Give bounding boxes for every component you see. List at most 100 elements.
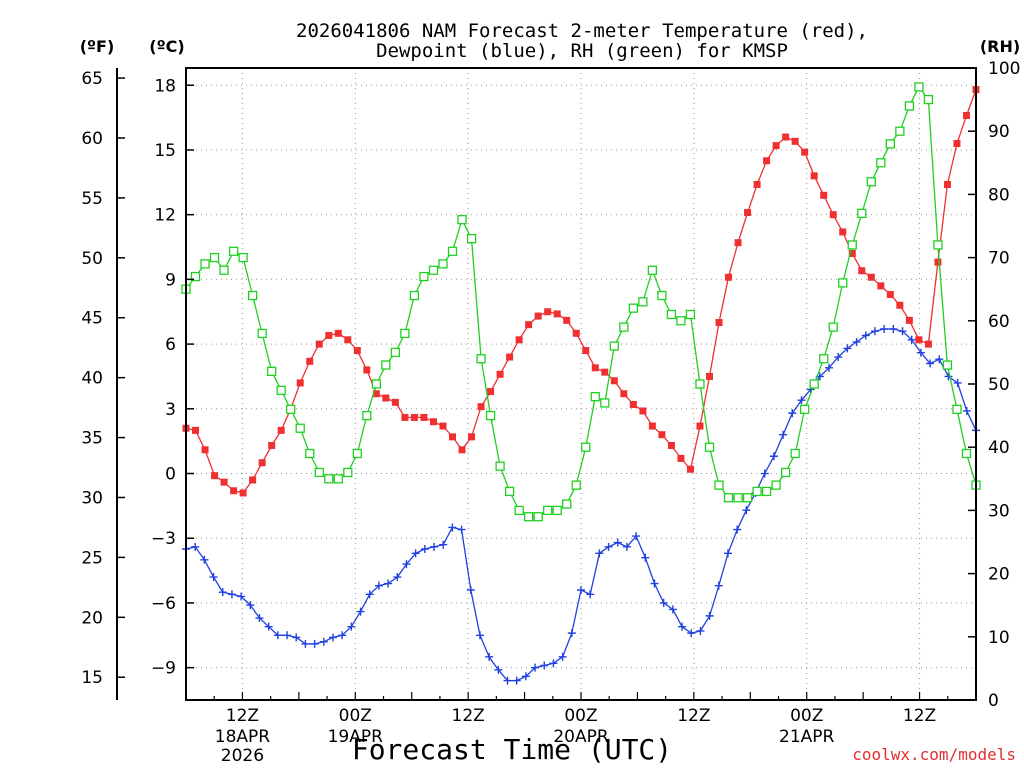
- dewpoint-point: [687, 629, 696, 638]
- temperature-point: [915, 336, 923, 344]
- rh-tick-label: 90: [988, 122, 1010, 142]
- series-layer: [181, 82, 981, 685]
- rh-point: [895, 126, 905, 136]
- temperature-point: [258, 459, 266, 467]
- celsius-unit-label: (ºC): [149, 37, 184, 56]
- dewpoint-point: [301, 639, 310, 648]
- temperature-point: [372, 390, 380, 398]
- rh-point: [400, 328, 410, 339]
- temperature-point: [848, 250, 856, 258]
- temperature-point: [744, 209, 752, 217]
- temperature-point: [601, 368, 609, 376]
- dewpoint-point: [953, 378, 962, 387]
- dewpoint-point: [870, 327, 879, 336]
- dewpoint-point: [402, 560, 411, 569]
- rh-point: [514, 505, 524, 516]
- rh-tick-label: 20: [988, 565, 1010, 585]
- rh-point: [476, 354, 486, 364]
- temperature-point: [924, 340, 932, 348]
- temperature-point: [306, 357, 314, 365]
- dewpoint-point: [723, 549, 732, 558]
- dewpoint-point: [227, 590, 236, 599]
- temperature-point: [325, 331, 333, 339]
- temperature-point: [201, 446, 209, 454]
- temperature-point: [525, 321, 533, 329]
- temperature-point: [715, 319, 723, 327]
- temperature-point: [905, 316, 913, 324]
- dewpoint-point: [962, 406, 971, 415]
- temperature-point: [705, 372, 713, 380]
- dewpoint-point: [292, 633, 301, 642]
- temperature-point: [610, 377, 618, 385]
- dewpoint-point: [577, 585, 585, 594]
- rh-point: [371, 379, 382, 389]
- rh-point: [904, 101, 915, 111]
- rh-tick-label: 70: [988, 249, 1010, 269]
- rh-point: [200, 259, 210, 269]
- rh-point: [314, 467, 324, 478]
- rh-point: [657, 290, 667, 301]
- dewpoint-point: [926, 359, 935, 368]
- dewpoint-point: [356, 607, 365, 616]
- rh-point: [228, 246, 239, 256]
- dewpoint-point: [319, 637, 328, 646]
- rh-point: [267, 366, 277, 377]
- temperature-point: [753, 180, 761, 188]
- temperature-point: [439, 422, 447, 430]
- temperature-point: [449, 433, 457, 441]
- dewpoint-point: [705, 611, 714, 620]
- grid: [186, 68, 976, 700]
- rh-point: [752, 486, 762, 497]
- temperature-point: [458, 446, 466, 454]
- fahrenheit-tick-label: 65: [81, 69, 103, 89]
- x-tick-label: 12Z: [452, 706, 485, 726]
- temperature-point: [639, 407, 647, 415]
- rh-point: [485, 410, 496, 421]
- rh-point: [723, 493, 734, 503]
- rh-point: [247, 290, 258, 301]
- temperature-point: [591, 364, 599, 372]
- rh-tick-label: 40: [988, 438, 1010, 458]
- dewpoint-point: [760, 469, 769, 478]
- dewpoint-point: [191, 542, 200, 551]
- dewpoint-point: [420, 545, 429, 554]
- rh-point: [562, 499, 572, 509]
- temperature-point: [620, 390, 628, 398]
- plot-frame: [185, 67, 977, 701]
- temperature-point: [582, 347, 590, 355]
- rh-point: [609, 341, 619, 351]
- dewpoint-point: [622, 542, 631, 551]
- dewpoint-point: [898, 327, 907, 336]
- fahrenheit-tick-label: 15: [81, 668, 103, 688]
- fahrenheit-tick-label: 30: [81, 488, 103, 508]
- dewpoint-point: [200, 555, 209, 564]
- temperature-point: [839, 228, 847, 236]
- rh-point: [942, 360, 953, 370]
- dewpoint-point: [604, 542, 613, 551]
- temperature-point: [772, 142, 780, 150]
- rh-point: [704, 442, 715, 452]
- celsius-tick-label: −6: [151, 594, 176, 614]
- rh-point: [638, 297, 648, 307]
- dewpoint-point: [540, 661, 549, 670]
- rh-point: [362, 410, 372, 421]
- temperature-point: [667, 441, 675, 449]
- celsius-tick-label: 18: [154, 76, 176, 96]
- temperature-point: [563, 316, 571, 324]
- rh-point: [581, 442, 591, 452]
- dewpoint-point: [769, 452, 778, 461]
- chart-title-line-1: 2026041806 NAM Forecast 2-meter Temperat…: [296, 20, 868, 42]
- x-tick-label: 12Z: [226, 706, 259, 726]
- rh-point: [457, 215, 467, 225]
- temperature-point: [544, 308, 552, 316]
- rh-point: [276, 385, 286, 395]
- axes-layer: 15 20 25 30 35 40 45 50 55 60 65 −9 −6 −3 0 3 6 9 12 15 18 0 1…: [81, 59, 1020, 766]
- rh-point: [286, 404, 296, 414]
- temperature-point: [829, 211, 837, 219]
- temperature-point: [572, 329, 580, 337]
- dewpoint-point: [365, 590, 374, 599]
- dewpoint-point: [678, 622, 687, 631]
- temperature-point: [734, 239, 742, 247]
- dewpoint-point: [374, 581, 383, 590]
- rh-tick-label: 100: [988, 59, 1020, 79]
